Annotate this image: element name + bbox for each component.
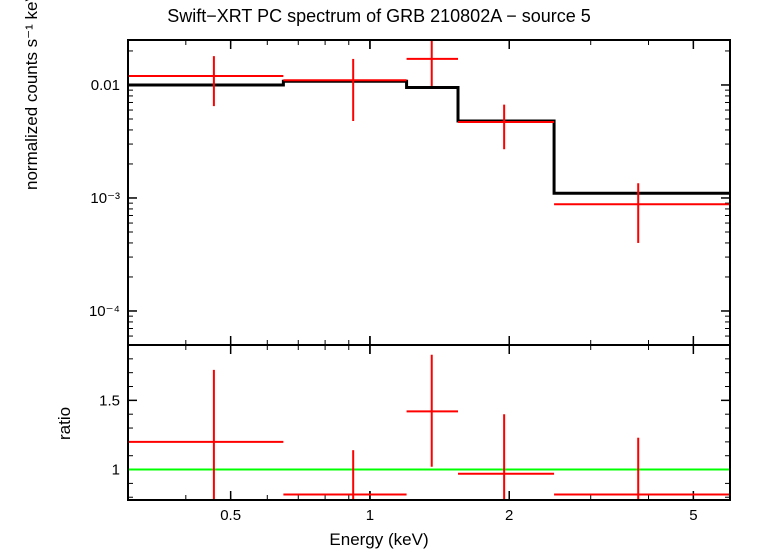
x-tick-label: 1 [366, 507, 374, 524]
y-tick-label-top: 10⁻³ [90, 190, 120, 207]
y-axis-label-bottom: ratio [55, 407, 75, 440]
x-tick-label: 0.5 [220, 507, 241, 524]
x-tick-label: 5 [689, 507, 697, 524]
x-tick-label: 2 [505, 507, 513, 524]
y-tick-label-bot: 1 [112, 462, 120, 479]
bottom-panel-frame [128, 345, 730, 500]
bottom-panel-frame-overlay [128, 345, 730, 500]
y-tick-label-top: 0.01 [91, 77, 120, 94]
plot-svg: 0.5 1 2 5 0.01 10⁻³ 10⁻⁴ 1 1.5 [0, 0, 758, 556]
bottom-panel-content [128, 355, 730, 500]
plot-title: Swift−XRT PC spectrum of GRB 210802A − s… [0, 6, 758, 27]
top-panel-content [128, 38, 730, 243]
y-tick-label-bot: 1.5 [99, 392, 120, 409]
y-axis-label-top: normalized counts s⁻¹ keV⁻¹ [22, 0, 42, 190]
model-step-line [128, 81, 730, 193]
x-axis-label: Energy (keV) [329, 530, 428, 550]
spectrum-figure: Swift−XRT PC spectrum of GRB 210802A − s… [0, 0, 758, 556]
y-tick-label-top: 10⁻⁴ [89, 303, 120, 320]
